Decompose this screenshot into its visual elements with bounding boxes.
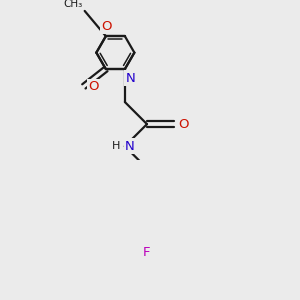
Text: CH₃: CH₃ <box>64 0 83 9</box>
Text: F: F <box>143 246 151 259</box>
Text: O: O <box>88 80 98 93</box>
Text: O: O <box>178 118 189 130</box>
Text: N: N <box>126 72 135 85</box>
Text: N: N <box>125 140 135 153</box>
Text: H: H <box>112 141 121 151</box>
Text: O: O <box>101 20 112 33</box>
